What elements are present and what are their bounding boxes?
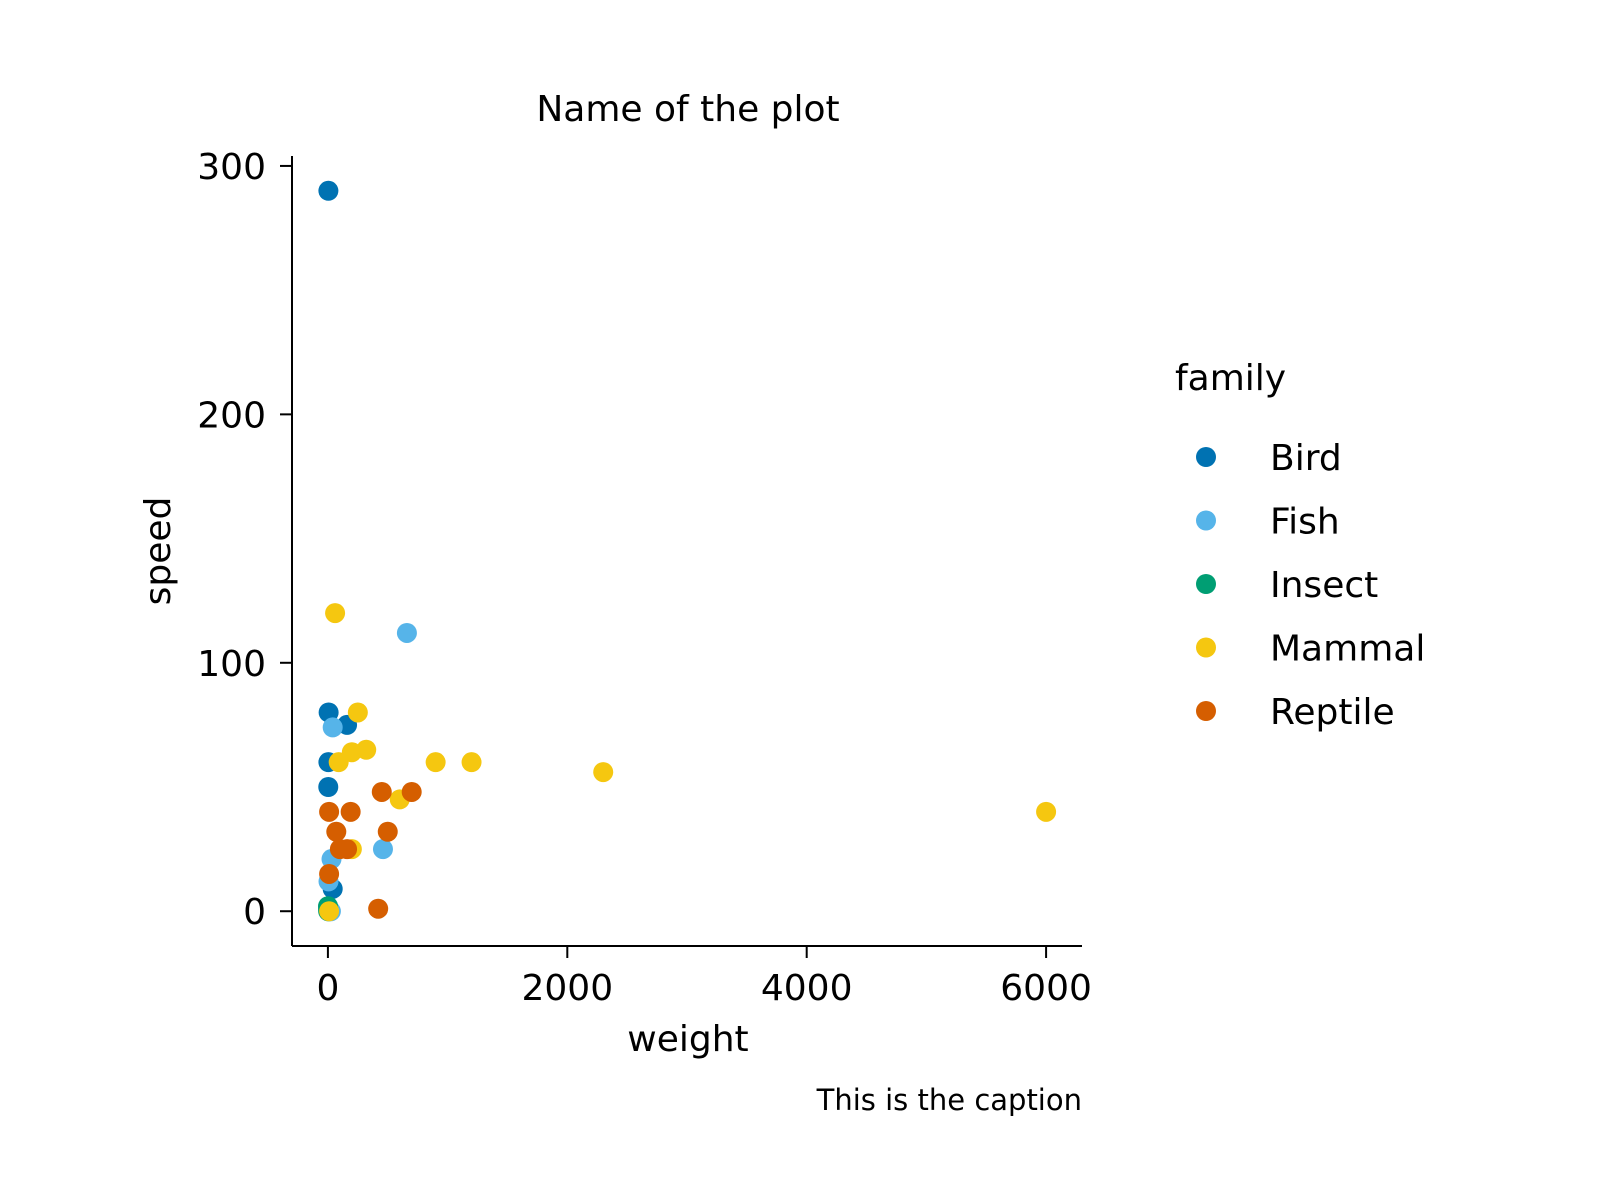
y-tick-label: 300 <box>197 147 266 188</box>
point-mammal <box>347 702 368 723</box>
point-fish <box>372 839 393 860</box>
point-reptile <box>371 781 392 802</box>
point-mammal <box>325 603 346 624</box>
x-tick-label: 6000 <box>1000 968 1092 1009</box>
legend: family Bird Fish Insect Mammal Reptile <box>1175 358 1425 733</box>
legend-label-insect: Insect <box>1270 565 1378 606</box>
legend-key-mammal <box>1196 637 1216 658</box>
point-mammal <box>328 752 349 773</box>
y-tick-label: 200 <box>197 395 266 436</box>
point-reptile <box>337 839 358 860</box>
point-mammal <box>425 752 446 773</box>
point-mammal <box>319 901 340 922</box>
y-axis-ticks: 0 100 200 300 <box>197 147 292 933</box>
point-fish <box>396 622 417 643</box>
point-reptile <box>401 781 422 802</box>
x-axis-ticks: 0 2000 4000 6000 <box>316 946 1092 1009</box>
chart-caption: This is the caption <box>816 1083 1082 1117</box>
legend-label-bird: Bird <box>1270 438 1342 479</box>
legend-key-fish <box>1196 510 1216 531</box>
point-bird <box>318 180 339 201</box>
legend-label-fish: Fish <box>1270 502 1340 543</box>
data-points <box>318 180 1057 922</box>
point-fish <box>322 717 343 738</box>
legend-label-reptile: Reptile <box>1270 692 1395 733</box>
x-tick-label: 0 <box>316 968 339 1009</box>
legend-key-insect <box>1196 574 1216 594</box>
point-reptile <box>319 863 340 884</box>
point-reptile <box>368 898 389 919</box>
legend-title: family <box>1175 358 1286 399</box>
point-reptile <box>377 821 398 842</box>
x-tick-label: 2000 <box>521 968 613 1009</box>
legend-label-mammal: Mammal <box>1270 629 1425 670</box>
plot-area: 0 2000 4000 6000 0 100 200 300 <box>197 147 1092 1009</box>
y-axis-label: speed <box>138 497 179 606</box>
point-bird <box>318 777 339 798</box>
chart-title: Name of the plot <box>536 89 839 130</box>
point-reptile <box>326 821 347 842</box>
point-mammal <box>461 752 482 773</box>
legend-items: Bird Fish Insect Mammal Reptile <box>1196 438 1425 733</box>
legend-key-reptile <box>1196 701 1216 721</box>
y-tick-label: 0 <box>243 892 266 933</box>
point-mammal <box>593 762 614 783</box>
point-mammal <box>1036 801 1057 822</box>
x-tick-label: 4000 <box>761 968 853 1009</box>
point-reptile <box>319 801 340 822</box>
x-axis-label: weight <box>627 1019 748 1060</box>
point-reptile <box>340 801 361 822</box>
y-tick-label: 100 <box>197 644 266 685</box>
legend-key-bird <box>1196 447 1216 467</box>
